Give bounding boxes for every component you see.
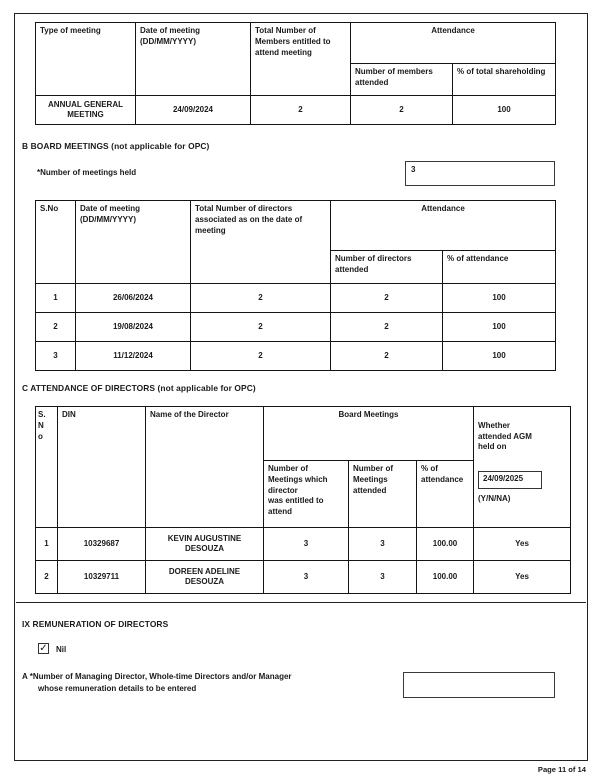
board-meetings-table: S.No Date of meeting (DD/MM/YYYY) Total … <box>35 200 556 371</box>
col-header-din: DIN <box>57 406 146 528</box>
cell-total-members: 2 <box>250 95 351 125</box>
cell-sno: 1 <box>35 527 58 561</box>
cell-agm-attended: Yes <box>473 527 572 561</box>
col-header-pct-shareholding: % of total shareholding <box>452 63 556 96</box>
cell-sno: 2 <box>35 560 58 594</box>
col-header-meetings-attended: Number of Meetings attended <box>348 460 417 528</box>
cell-sno: 3 <box>35 341 76 371</box>
col-header-director-name: Name of the Director <box>145 406 264 528</box>
cell-director-name: DOREEN ADELINE DESOUZA <box>145 560 264 594</box>
meetings-held-input[interactable]: 3 <box>405 161 555 186</box>
agm-held-on-label: Whether attended AGM held on <box>478 420 532 452</box>
cell-pct-shareholding: 100 <box>452 95 556 125</box>
cell-attended: 2 <box>330 312 443 342</box>
cell-pct: 100.00 <box>415 560 475 594</box>
cell-pct: 100.00 <box>415 527 475 561</box>
cell-attended: 3 <box>348 527 417 561</box>
nil-checkbox[interactable]: ✓ <box>38 643 49 654</box>
cell-pct: 100 <box>442 312 556 342</box>
remuneration-question-line2: whose remuneration details to be entered <box>38 684 197 693</box>
col-header-attendance: Attendance <box>350 22 556 64</box>
cell-sno: 1 <box>35 283 76 313</box>
cell-date: 26/06/2024 <box>75 283 191 313</box>
table-row: 2 19/08/2024 2 2 100 <box>35 312 556 342</box>
cell-din: 10329687 <box>57 527 146 561</box>
cell-total: 2 <box>190 341 331 371</box>
col-header-sno: S. N o <box>35 406 58 528</box>
nil-label: Nil <box>56 645 67 654</box>
remuneration-count-input[interactable] <box>403 672 555 698</box>
table-row: ANNUAL GENERAL MEETING 24/09/2024 2 2 10… <box>35 95 556 125</box>
col-header-total-members: Total Number of Members entitled to atte… <box>250 22 351 96</box>
remuneration-question-line1: A *Number of Managing Director, Whole-ti… <box>22 672 292 681</box>
col-header-attendance: Attendance <box>330 200 556 251</box>
col-header-total-directors: Total Number of directors associated as … <box>190 200 331 284</box>
agm-date-field[interactable]: 24/09/2025 <box>478 470 543 489</box>
col-header-type-of-meeting: Type of meeting <box>35 22 136 96</box>
cell-sno: 2 <box>35 312 76 342</box>
cell-meeting-type: ANNUAL GENERAL MEETING <box>35 95 136 125</box>
col-header-meetings-entitled: Number of Meetings which director was en… <box>263 460 349 528</box>
section-b-title: B BOARD MEETINGS (not applicable for OPC… <box>22 141 210 151</box>
cell-members-attended: 2 <box>350 95 453 125</box>
directors-attendance-table: S. N o DIN Name of the Director Board Me… <box>35 406 572 594</box>
cell-entitled: 3 <box>263 560 349 594</box>
cell-date: 11/12/2024 <box>75 341 191 371</box>
cell-attended: 3 <box>348 560 417 594</box>
agm-table: Type of meeting Date of meeting (DD/MM/Y… <box>35 22 556 125</box>
col-header-sno: S.No <box>35 200 76 284</box>
cell-director-name: KEVIN AUGUSTINE DESOUZA <box>145 527 264 561</box>
col-header-pct-attendance: % of attendance <box>415 460 475 528</box>
section-divider <box>16 602 586 603</box>
cell-pct: 100 <box>442 283 556 313</box>
checkmark-icon: ✓ <box>39 643 48 654</box>
cell-total: 2 <box>190 312 331 342</box>
meetings-held-label: *Number of meetings held <box>37 168 137 177</box>
cell-total: 2 <box>190 283 331 313</box>
col-header-members-attended: Number of members attended <box>350 63 453 96</box>
col-header-board-meetings: Board Meetings <box>262 406 475 461</box>
cell-pct: 100 <box>442 341 556 371</box>
table-row: 1 10329687 KEVIN AUGUSTINE DESOUZA 3 3 1… <box>35 527 572 561</box>
col-header-date-of-meeting: Date of meeting (DD/MM/YYYY) <box>135 22 251 96</box>
cell-din: 10329711 <box>57 560 146 594</box>
page-number: Page 11 of 14 <box>537 765 586 774</box>
col-header-directors-attended: Number of directors attended <box>330 250 443 284</box>
cell-attended: 2 <box>330 341 443 371</box>
table-row: 2 10329711 DOREEN ADELINE DESOUZA 3 3 10… <box>35 560 572 594</box>
agm-ynna-note: (Y/N/NA) <box>478 493 511 503</box>
cell-date: 19/08/2024 <box>75 312 191 342</box>
col-header-date-of-meeting: Date of meeting (DD/MM/YYYY) <box>75 200 191 284</box>
cell-entitled: 3 <box>263 527 349 561</box>
page-border <box>14 13 588 761</box>
col-header-agm-attendance: Whether attended AGM held on 24/09/2025 … <box>473 406 572 528</box>
cell-attended: 2 <box>330 283 443 313</box>
cell-agm-attended: Yes <box>473 560 572 594</box>
table-row: 1 26/06/2024 2 2 100 <box>35 283 556 313</box>
cell-meeting-date: 24/09/2024 <box>135 95 251 125</box>
section-ix-title: IX REMUNERATION OF DIRECTORS <box>22 619 169 629</box>
table-row: 3 11/12/2024 2 2 100 <box>35 341 556 371</box>
section-c-title: C ATTENDANCE OF DIRECTORS (not applicabl… <box>22 383 256 393</box>
col-header-pct-attendance: % of attendance <box>442 250 556 284</box>
